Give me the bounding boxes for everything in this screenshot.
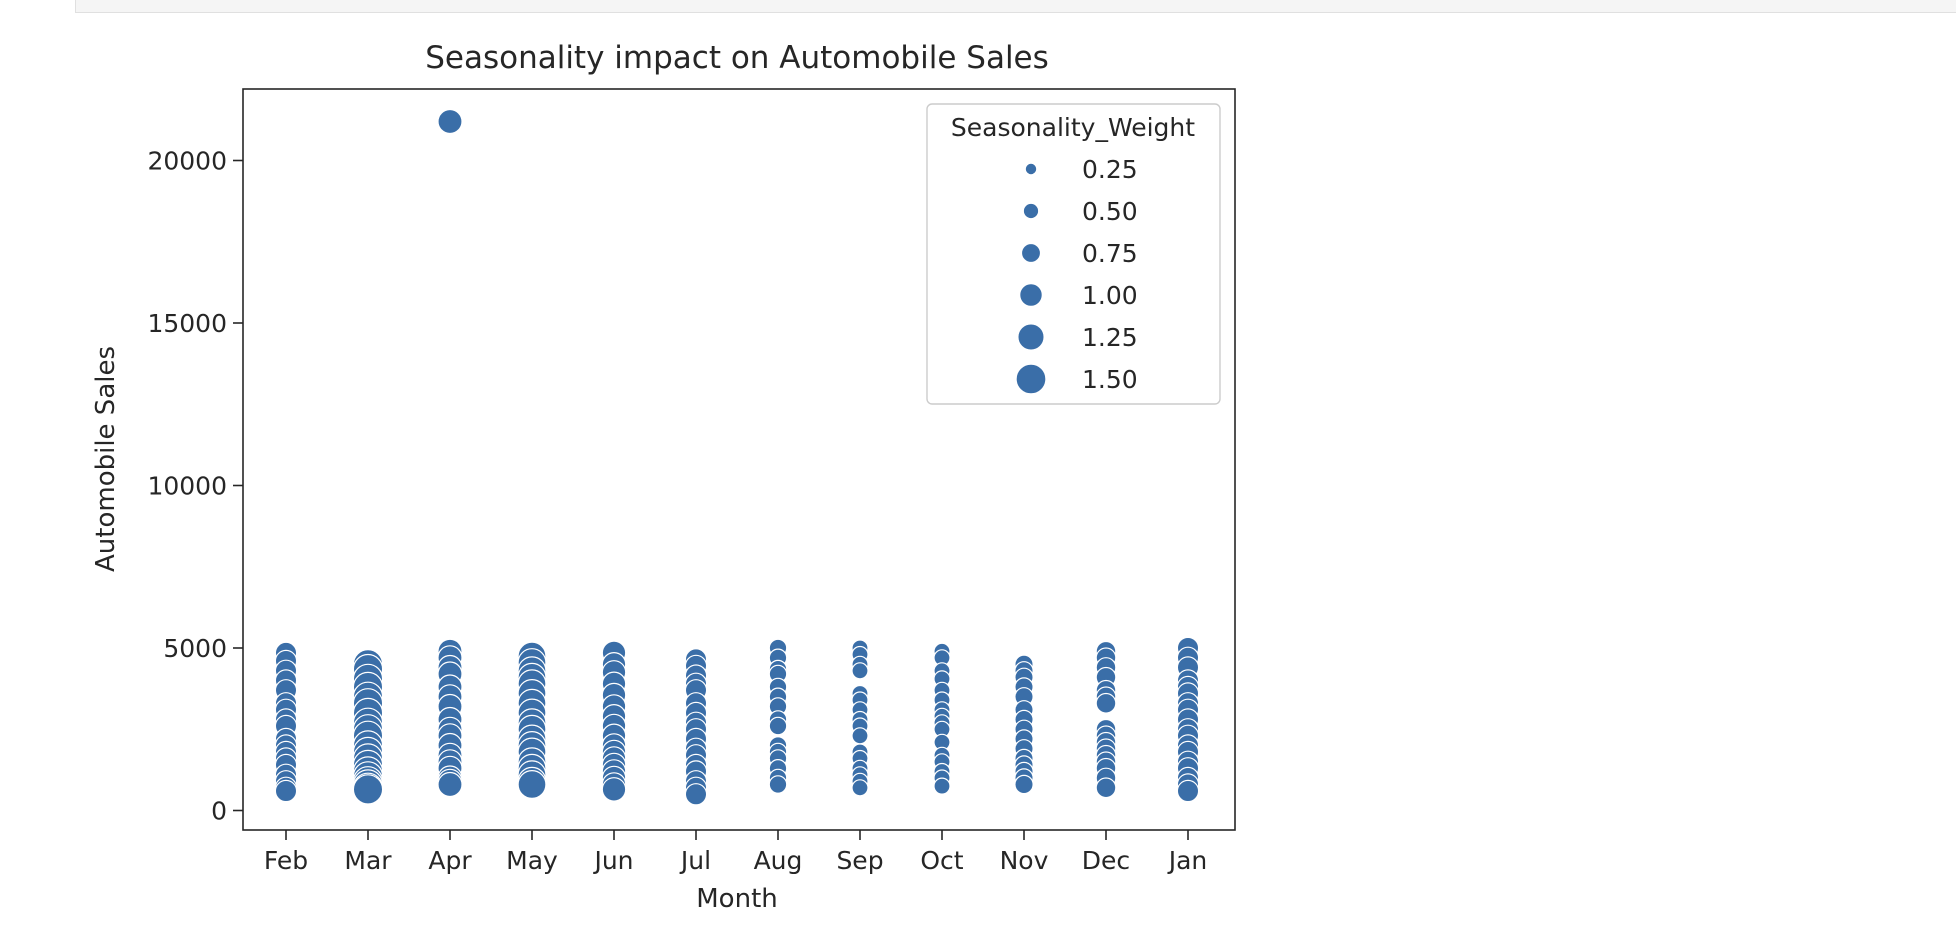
plot-marks <box>274 108 1200 806</box>
legend-frame <box>926 103 1221 405</box>
output-cell-top-bar <box>75 0 1956 13</box>
data-point <box>274 779 298 803</box>
chart-title: Seasonality impact on Automobile Sales <box>425 40 1049 76</box>
legend-entry-label: 1.50 <box>1082 365 1138 394</box>
data-point <box>437 771 463 798</box>
x-tick-label: Mar <box>344 846 392 875</box>
x-tick-label: Nov <box>1000 846 1049 875</box>
legend-entry-label: 1.00 <box>1082 281 1138 310</box>
data-point <box>517 769 547 799</box>
legend-entry-label: 0.75 <box>1082 239 1138 268</box>
data-point <box>768 716 788 736</box>
y-tick-label: 20000 <box>147 147 227 176</box>
data-point <box>1095 692 1117 714</box>
legend-marker <box>1017 323 1045 351</box>
x-tick-label: Oct <box>920 846 963 875</box>
y-tick-label: 15000 <box>147 309 227 338</box>
legend-entry-label: 0.50 <box>1082 197 1138 226</box>
x-tick-label: Jan <box>1167 846 1208 875</box>
legend-entry-label: 0.25 <box>1082 155 1138 184</box>
data-point <box>851 662 869 680</box>
x-tick-label: Apr <box>428 846 472 875</box>
legend-marker <box>1022 202 1040 220</box>
legend-title: Seasonality_Weight <box>951 113 1195 142</box>
x-axis-label: Month <box>696 884 778 914</box>
legend-marker <box>1015 363 1047 395</box>
x-tick-label: Dec <box>1082 846 1130 875</box>
legend: Seasonality_Weight 0.25 0.50 0.75 1.00 1.25 1.… <box>926 103 1221 405</box>
legend-marker <box>1020 242 1042 264</box>
legend-entry-label: 1.25 <box>1082 323 1138 352</box>
data-point <box>1095 777 1117 799</box>
x-tick-label: Jul <box>679 846 711 875</box>
x-tick-label: Aug <box>754 846 803 875</box>
y-tick-label: 5000 <box>163 634 227 663</box>
data-point <box>437 108 463 135</box>
y-axis-label: Automobile Sales <box>91 346 121 572</box>
data-point <box>601 777 627 802</box>
data-point <box>352 774 384 805</box>
data-point <box>851 779 869 797</box>
y-axis: 0 5000 10000 15000 20000 <box>147 147 243 826</box>
data-point <box>684 783 708 806</box>
legend-marker <box>1019 283 1043 307</box>
data-point <box>1014 774 1034 795</box>
data-point <box>768 775 788 794</box>
data-point <box>933 777 951 795</box>
x-tick-label: Sep <box>836 846 883 875</box>
x-axis: Feb Mar Apr May Jun Jul Aug Sep Oct Nov Dec Jan <box>264 830 1207 875</box>
data-point <box>1176 779 1200 803</box>
x-tick-label: May <box>506 846 558 875</box>
x-tick-label: Jun <box>592 846 633 875</box>
x-tick-label: Feb <box>264 846 308 875</box>
plot-area-frame <box>242 88 1236 831</box>
legend-marker <box>1024 162 1038 176</box>
y-tick-label: 10000 <box>147 472 227 501</box>
y-tick-label: 0 <box>211 797 227 826</box>
data-point <box>851 727 869 745</box>
